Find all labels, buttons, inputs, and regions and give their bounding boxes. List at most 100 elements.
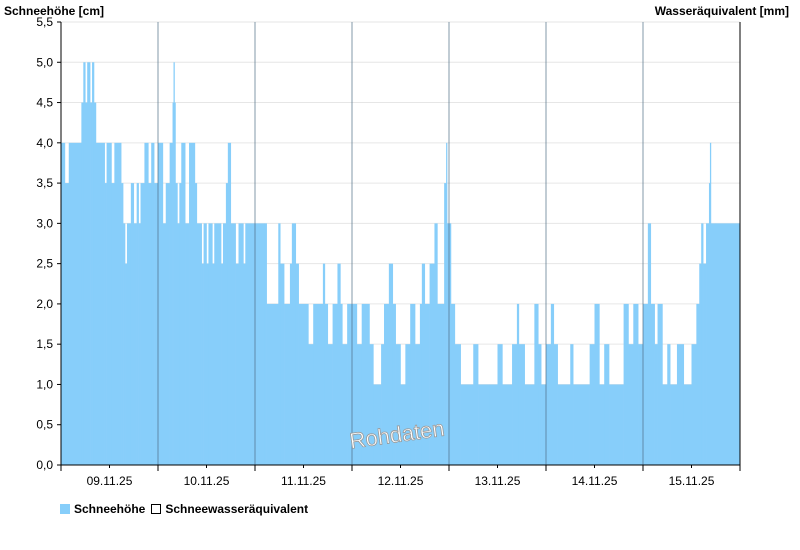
snow-depth-bar [538, 344, 542, 465]
snow-depth-bar [573, 384, 590, 465]
snow-depth-bar [708, 183, 711, 465]
y-axis-right-title: Wasseräquivalent [mm] [655, 4, 789, 18]
snow-depth-bar [715, 223, 741, 465]
snow-depth-bar [419, 303, 423, 465]
y-axis-left-title: Schneehöhe [cm] [4, 4, 104, 18]
snow-depth-bar [424, 303, 430, 465]
snow-depth-bar [243, 263, 246, 465]
snow-depth-bar [421, 263, 426, 465]
y-tick-label: 3,5 [36, 176, 53, 190]
y-tick-label: 4,0 [36, 136, 53, 150]
snow-depth-bar [227, 142, 232, 465]
snow-depth-bar [373, 384, 382, 465]
snow-depth-bar [628, 344, 634, 465]
snow-depth-bar [454, 344, 461, 465]
snow-depth-bar [516, 303, 520, 465]
snow-depth-bar [512, 344, 518, 465]
snow-depth-bar [657, 303, 663, 465]
snow-depth-bar [278, 223, 281, 465]
snow-depth-bar [177, 223, 180, 465]
x-tick-label: 12.11.25 [378, 474, 424, 488]
snow-depth-bar [647, 223, 652, 465]
snow-depth-bar [691, 344, 697, 465]
x-tick-label: 09.11.25 [87, 474, 133, 488]
snow-depth-bar [638, 344, 644, 465]
snow-depth-bar [264, 223, 267, 465]
snow-depth-bar [148, 183, 152, 465]
legend-item-water-equivalent[interactable]: Schneewasseräquivalent [151, 502, 308, 516]
x-tick-label: 15.11.25 [669, 474, 715, 488]
snow-depth-bar [327, 344, 333, 465]
snow-depth-bar [643, 303, 649, 465]
snow-depth-bar [136, 183, 139, 465]
snow-depth-bar [369, 344, 374, 465]
snow-depth-bar [340, 303, 343, 465]
snow-depth-bar [222, 223, 227, 465]
snow-depth-bar [633, 303, 639, 465]
snow-depth-bar [701, 223, 704, 465]
snow-depth-bar [169, 142, 173, 465]
snow-depth-bar [90, 102, 93, 465]
snow-depth-bar [683, 384, 692, 465]
snow-depth-bar [589, 344, 595, 465]
snow-depth-bar [400, 384, 406, 465]
snow-depth-bar [676, 344, 685, 465]
snow-depth-bar [230, 223, 236, 465]
snow-depth-bar [654, 344, 658, 465]
legend-swatch-water-equivalent [151, 504, 162, 514]
snow-depth-bar [274, 303, 279, 465]
snow-depth-bar [151, 142, 155, 465]
snow-depth-bar [524, 384, 535, 465]
snow-depth-bar [208, 223, 213, 465]
snow-depth-bar [437, 303, 445, 465]
y-tick-label: 4,5 [36, 96, 53, 110]
y-tick-label: 5,0 [36, 55, 53, 69]
y-tick-label: 1,0 [36, 377, 53, 391]
snow-depth-bar [181, 142, 186, 465]
snow-depth-bar [212, 263, 215, 465]
snow-depth-bar [489, 384, 498, 465]
snow-depth-bar [104, 183, 107, 465]
snow-depth-bar [214, 223, 222, 465]
snow-depth-bar [699, 263, 702, 465]
snow-depth-bar [709, 142, 712, 465]
snow-depth-bar [623, 303, 629, 465]
snow-depth-bar [604, 344, 610, 465]
snow-depth-bar [434, 223, 438, 465]
snow-depth-bar [594, 303, 600, 465]
y-tick-label: 0,0 [36, 458, 53, 472]
snow-depth-bar [221, 263, 224, 465]
y-tick-label: 0,5 [36, 418, 53, 432]
snow-depth-bar [295, 263, 299, 465]
snow-depth-bar [162, 223, 167, 465]
snow-depth-bar [429, 263, 435, 465]
snow-depth-bar [126, 223, 132, 465]
snow-depth-bar [130, 183, 135, 465]
snow-depth-bar [609, 384, 624, 465]
snow-depth-bar [189, 142, 196, 465]
snow-depth-bar [356, 344, 362, 465]
snow-depth-bar [194, 183, 198, 465]
snow-depth-bar [670, 384, 678, 465]
snow-depth-bar [478, 384, 491, 465]
snow-depth-bar [570, 344, 574, 465]
legend-item-snow-depth[interactable]: Schneehöhe [60, 502, 145, 516]
snow-depth-bar [61, 142, 66, 465]
snow-depth-bar [179, 183, 182, 465]
legend-label-snow-depth: Schneehöhe [74, 502, 146, 516]
snow-depth-bar [133, 223, 137, 465]
snow-depth-bar [324, 303, 329, 465]
snow-depth-bar [158, 142, 164, 465]
snow-depth-bar [106, 142, 112, 465]
snow-depth-bar [203, 223, 207, 465]
snow-depth-bar [395, 344, 401, 465]
snow-depth-bar [121, 183, 124, 465]
snow-depth-bar [313, 303, 324, 465]
snow-depth-bar [384, 303, 390, 465]
snow-depth-bar [64, 183, 70, 465]
snow-depth-bar [541, 384, 547, 465]
snow-depth-bar [667, 344, 671, 465]
snow-depth-bar [172, 102, 174, 465]
snow-depth-bar [450, 303, 456, 465]
